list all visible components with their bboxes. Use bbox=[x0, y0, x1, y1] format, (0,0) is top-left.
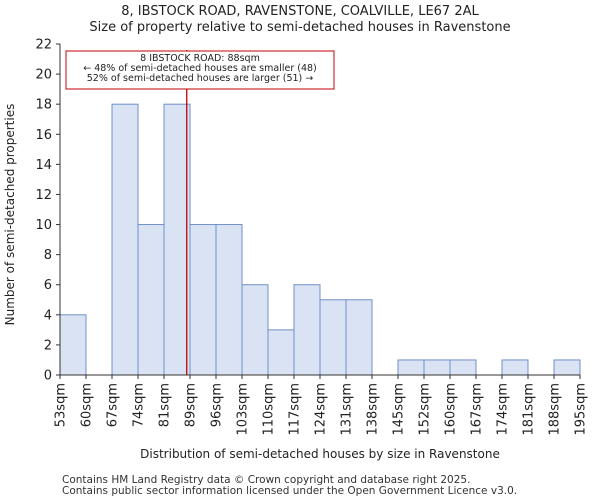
histogram-bar bbox=[111, 103, 139, 376]
annotation-box bbox=[65, 50, 335, 90]
y-tick-label: 2 bbox=[44, 338, 52, 353]
x-tick-label: 124sqm bbox=[314, 383, 329, 436]
y-tick-label: 8 bbox=[44, 248, 52, 263]
histogram-bar bbox=[501, 359, 529, 376]
y-tick-label: 4 bbox=[44, 308, 52, 323]
histogram-bar bbox=[345, 299, 373, 376]
x-tick-label: 117sqm bbox=[288, 383, 303, 436]
x-tick-label: 174sqm bbox=[496, 383, 511, 436]
footer-copyright: Contains HM Land Registry data © Crown c… bbox=[62, 474, 471, 486]
histogram-bar bbox=[397, 359, 425, 376]
x-tick-label: 195sqm bbox=[574, 383, 589, 436]
annotation-larger-text: 52% of semi-detached houses are larger (… bbox=[86, 73, 314, 84]
histogram-bar bbox=[553, 359, 581, 376]
y-tick-label: 12 bbox=[35, 188, 52, 203]
y-tick-label: 0 bbox=[44, 369, 52, 384]
x-tick-label: 74sqm bbox=[132, 383, 147, 427]
y-tick-label: 14 bbox=[35, 158, 52, 173]
x-tick-label: 188sqm bbox=[548, 383, 563, 436]
histogram-bar bbox=[267, 329, 295, 376]
x-tick-label: 81sqm bbox=[158, 383, 173, 427]
histogram-bar bbox=[293, 284, 321, 376]
x-tick-label: 89sqm bbox=[184, 383, 199, 427]
annotation-smaller-text: ← 48% of semi-detached houses are smalle… bbox=[83, 63, 317, 74]
x-tick-label: 181sqm bbox=[522, 383, 537, 436]
y-tick-label: 22 bbox=[35, 38, 52, 53]
x-tick-label: 152sqm bbox=[418, 383, 433, 436]
x-tick-label: 103sqm bbox=[236, 383, 251, 436]
histogram-bar bbox=[241, 284, 269, 376]
histogram-bar bbox=[449, 359, 477, 376]
annotation-property-label: 8 IBSTOCK ROAD: 88sqm bbox=[140, 53, 260, 64]
y-tick-label: 18 bbox=[35, 98, 52, 113]
histogram-bar bbox=[319, 299, 347, 376]
x-tick-label: 160sqm bbox=[444, 383, 459, 436]
y-axis-label: Number of semi-detached properties bbox=[3, 104, 17, 326]
x-tick-label: 131sqm bbox=[340, 383, 355, 436]
x-tick-label: 145sqm bbox=[392, 383, 407, 436]
x-tick-label: 167sqm bbox=[470, 383, 485, 436]
x-tick-label: 53sqm bbox=[54, 383, 69, 427]
y-tick-label: 16 bbox=[35, 128, 52, 143]
histogram-bar bbox=[189, 224, 217, 376]
x-tick-label: 96sqm bbox=[210, 383, 225, 427]
histogram-bar bbox=[163, 103, 191, 376]
y-tick-label: 6 bbox=[44, 278, 52, 293]
y-tick-label: 20 bbox=[35, 68, 52, 83]
x-axis-label: Distribution of semi-detached houses by … bbox=[140, 447, 500, 461]
chart-title-address: 8, IBSTOCK ROAD, RAVENSTONE, COALVILLE, … bbox=[121, 4, 479, 19]
histogram-bar bbox=[137, 224, 165, 376]
x-tick-label: 110sqm bbox=[262, 383, 277, 436]
x-tick-label: 67sqm bbox=[106, 383, 121, 427]
x-tick-label: 138sqm bbox=[366, 383, 381, 436]
histogram-bar bbox=[215, 224, 243, 376]
histogram-bar bbox=[423, 359, 451, 376]
chart-title: Size of property relative to semi-detach… bbox=[89, 20, 511, 35]
footer-licence: Contains public sector information licen… bbox=[62, 485, 518, 497]
histogram-bar bbox=[59, 314, 87, 376]
y-tick-label: 10 bbox=[35, 218, 52, 233]
x-tick-label: 60sqm bbox=[80, 383, 95, 427]
